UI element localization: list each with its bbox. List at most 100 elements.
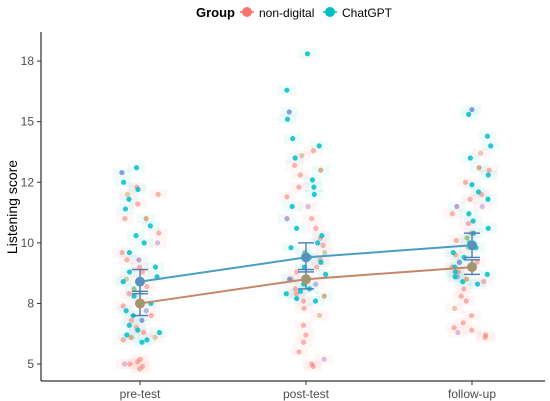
data-point-non-digital: [314, 264, 320, 270]
data-point-chatgpt: [456, 259, 463, 265]
data-point-chatgpt: [133, 232, 139, 239]
data-point-chatgpt: [126, 196, 132, 202]
data-point-non-digital: [462, 179, 469, 185]
data-point-chatgpt: [485, 225, 491, 231]
data-point-non-digital: [144, 283, 150, 290]
data-point-non-digital: [479, 203, 485, 210]
data-point-non-digital: [139, 269, 146, 275]
data-point-chatgpt: [323, 271, 329, 277]
mean-marker-chatgpt: [135, 276, 145, 287]
data-point-non-digital: [154, 240, 161, 246]
data-point-non-digital: [292, 162, 298, 168]
data-point-chatgpt: [484, 133, 491, 139]
data-point-chatgpt: [286, 109, 292, 115]
legend: Group non-digital ChatGPT: [196, 5, 393, 20]
data-point-non-digital: [128, 317, 134, 324]
y-tick-label: 10: [21, 236, 35, 250]
data-point-non-digital: [293, 291, 300, 297]
data-point-non-digital: [453, 237, 459, 244]
data-point-non-digital: [313, 281, 319, 287]
data-point-chatgpt: [315, 240, 321, 246]
data-point-chatgpt: [452, 274, 458, 280]
data-point-chatgpt: [312, 298, 319, 304]
data-point-chatgpt: [467, 155, 473, 161]
data-point-chatgpt: [123, 308, 129, 314]
data-point-non-digital: [455, 329, 461, 336]
mean-marker-non-digital: [135, 298, 145, 309]
data-point-non-digital: [120, 337, 126, 343]
data-point-non-digital: [296, 349, 302, 355]
data-point-non-digital: [449, 211, 455, 217]
data-point-non-digital: [135, 201, 141, 207]
data-point-non-digital: [461, 286, 467, 292]
data-point-non-digital: [463, 298, 469, 304]
data-point-non-digital: [316, 312, 323, 319]
y-tick-label: 8: [27, 296, 34, 310]
data-point-chatgpt: [131, 293, 137, 299]
data-point-chatgpt: [309, 177, 316, 183]
data-point-chatgpt: [289, 203, 295, 210]
mean-marker-chatgpt: [467, 240, 477, 251]
data-point-chatgpt: [135, 186, 141, 193]
legend-key-dot-non-digital: [242, 7, 252, 17]
data-point-non-digital: [127, 361, 133, 367]
data-point-chatgpt: [152, 264, 158, 270]
data-point-chatgpt: [119, 169, 125, 176]
data-point-chatgpt: [124, 332, 130, 338]
x-tick-label: follow-up: [448, 387, 496, 401]
data-point-non-digital: [321, 356, 327, 362]
data-point-non-digital: [296, 184, 302, 190]
legend-item-non-digital: non-digital: [240, 6, 314, 20]
y-ticks: 5 8 10 12 15 18: [21, 54, 41, 371]
data-point-non-digital: [474, 259, 480, 265]
data-point-chatgpt: [485, 196, 491, 202]
legend-label-non-digital: non-digital: [259, 6, 314, 20]
data-point-chatgpt: [488, 143, 494, 149]
data-point-chatgpt: [126, 249, 133, 256]
data-point-chatgpt: [290, 136, 296, 142]
data-point-non-digital: [469, 327, 475, 333]
data-point-non-digital: [124, 191, 131, 197]
data-point-non-digital: [292, 286, 299, 292]
data-point-chatgpt: [136, 257, 142, 263]
data-point-non-digital: [309, 361, 315, 367]
data-point-chatgpt: [463, 276, 469, 282]
data-point-chatgpt: [311, 191, 317, 197]
data-point-non-digital: [305, 203, 311, 210]
y-tick-label: 18: [21, 54, 35, 68]
data-point-non-digital: [313, 225, 319, 231]
data-point-non-digital: [136, 264, 143, 270]
data-point-chatgpt: [464, 235, 470, 241]
data-point-non-digital: [139, 363, 146, 370]
y-tick-label: 15: [21, 115, 35, 129]
data-point-non-digital: [294, 269, 300, 275]
data-point-chatgpt: [126, 322, 132, 328]
data-point-non-digital: [143, 308, 149, 314]
data-point-chatgpt: [284, 216, 290, 222]
data-point-non-digital: [297, 172, 303, 178]
data-point-non-digital: [124, 257, 130, 263]
x-tick-label: post-test: [283, 387, 330, 401]
data-point-chatgpt: [469, 106, 475, 113]
data-point-non-digital: [478, 150, 484, 156]
data-point-chatgpt: [156, 329, 163, 336]
data-point-non-digital: [119, 249, 125, 256]
data-point-non-digital: [122, 361, 128, 367]
data-point-chatgpt: [135, 327, 141, 333]
data-point-chatgpt: [319, 232, 325, 239]
data-point-chatgpt: [318, 259, 324, 265]
data-point-chatgpt: [126, 269, 133, 275]
data-point-chatgpt: [121, 179, 127, 185]
point-halos: [112, 48, 500, 374]
data-point-chatgpt: [133, 165, 140, 171]
data-point-chatgpt: [466, 211, 472, 217]
data-point-chatgpt: [283, 291, 289, 297]
data-point-chatgpt: [318, 167, 324, 173]
data-point-chatgpt: [120, 279, 126, 285]
data-point-non-digital: [301, 305, 307, 311]
data-point-non-digital: [310, 148, 317, 154]
data-point-non-digital: [148, 312, 154, 319]
plot-area: [112, 48, 500, 374]
data-point-chatgpt: [484, 271, 490, 277]
